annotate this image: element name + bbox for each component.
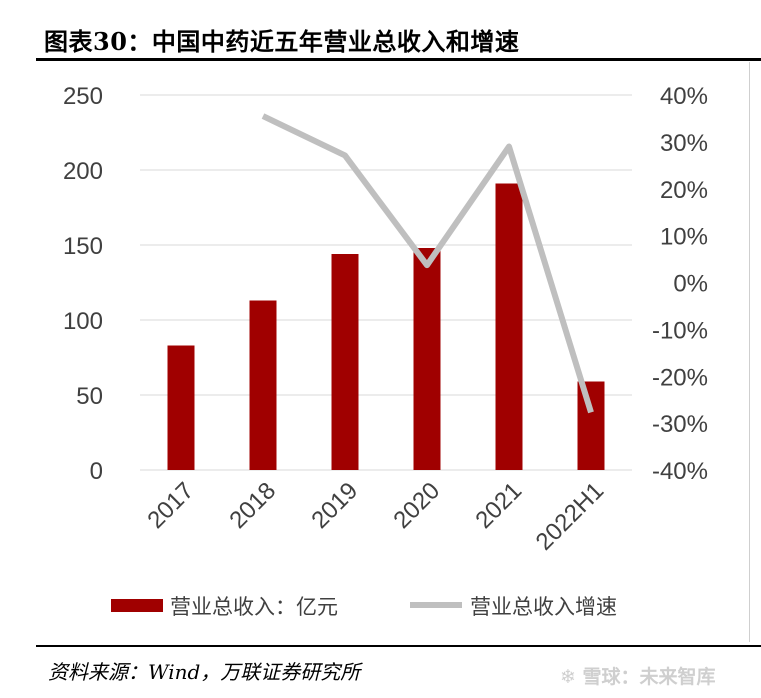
x-tick-label: 2017 — [142, 477, 199, 534]
x-axis-labels: 2017 2018 2019 2020 2021 2022H1 — [142, 477, 609, 556]
right-tick-label: -40% — [652, 458, 708, 485]
left-tick-label: 150 — [63, 233, 103, 260]
right-tick-label: -10% — [652, 317, 708, 344]
bar — [249, 300, 277, 470]
left-axis-ticks: 0 50 100 150 200 250 — [63, 83, 103, 485]
right-tick-label: -30% — [652, 411, 708, 438]
line-series — [261, 113, 594, 414]
legend-swatch-bar — [111, 599, 163, 612]
bar — [495, 183, 523, 470]
bar — [331, 254, 359, 470]
right-tick-label: 30% — [660, 130, 708, 157]
left-tick-label: 200 — [63, 158, 103, 185]
right-tick-label: 10% — [660, 224, 708, 251]
x-tick-label: 2020 — [388, 477, 445, 534]
title-bar: 图表30：中国中药近五年营业总收入和增速 — [36, 20, 761, 61]
left-tick-label: 0 — [90, 458, 103, 485]
legend-label-line: 营业总收入增速 — [470, 595, 617, 619]
x-tick-label: 2022H1 — [531, 477, 610, 556]
bar — [167, 345, 195, 470]
left-tick-label: 250 — [63, 83, 103, 110]
legend-label-bar: 营业总收入：亿元 — [170, 595, 338, 619]
watermark: ❄ 雪球：未来智库 — [560, 666, 716, 688]
grid-lines — [140, 94, 632, 471]
chart-title: 图表30：中国中药近五年营业总收入和增速 — [44, 27, 520, 56]
right-tick-label: 40% — [660, 83, 708, 110]
bar — [413, 248, 441, 470]
x-tick-label: 2018 — [224, 477, 281, 534]
right-axis-ticks: -40% -30% -20% -10% 0% 10% 20% 30% 40% — [652, 83, 708, 485]
x-tick-label: 2021 — [470, 477, 527, 534]
right-tick-label: 20% — [660, 177, 708, 204]
source-note: 资料来源：Wind，万联证券研究所 — [48, 660, 361, 684]
left-tick-label: 50 — [76, 383, 103, 410]
footer-divider — [36, 645, 761, 647]
bar — [577, 381, 605, 470]
left-tick-label: 100 — [63, 308, 103, 335]
right-tick-label: -20% — [652, 364, 708, 391]
legend: 营业总收入：亿元 营业总收入增速 — [111, 595, 617, 619]
chart-frame — [36, 62, 750, 642]
right-tick-label: 0% — [673, 271, 708, 298]
bar-series — [167, 183, 605, 470]
x-tick-label: 2019 — [306, 477, 363, 534]
